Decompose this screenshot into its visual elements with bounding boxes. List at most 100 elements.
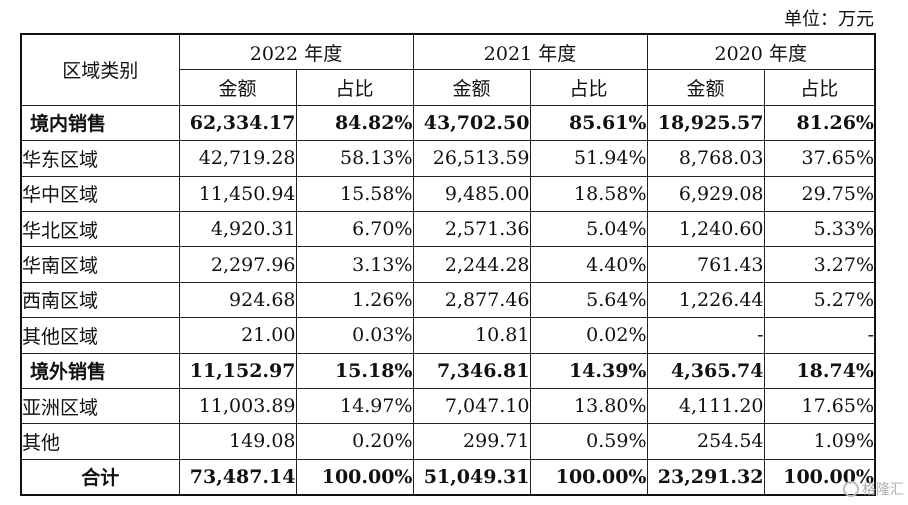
amount-cell: 26,513.59 <box>412 140 531 177</box>
share-cell: 6.70% <box>295 210 414 248</box>
amount-cell: 2,877.46 <box>412 281 531 319</box>
region-name-cell: 亚洲区域 <box>20 387 180 425</box>
share-cell: 3.27% <box>763 246 876 283</box>
table-row: 华南区域 2,297.96 3.13% 2,244.28 4.40% 761.43 3.27… <box>20 246 876 283</box>
table-row: 境外销售 11,152.97 15.18% 7,346.81 14.39% 4,365.7… <box>20 352 876 389</box>
table-row: 华中区域 11,450.94 15.58% 9,485.00 18.58% 6,929.0… <box>20 175 876 212</box>
unit-label: 单位：万元 <box>784 9 874 30</box>
table-row: 西南区域 924.68 1.26% 2,877.46 5.64% 1,226.44 5.27… <box>20 281 876 319</box>
region-name-cell: 合计 <box>20 458 180 496</box>
share-cell: 5.27% <box>763 281 876 319</box>
amount-cell: 149.08 <box>178 423 297 460</box>
share-cell: 0.20% <box>295 423 414 460</box>
amount-cell: 73,487.14 <box>178 458 297 496</box>
share-cell: 1.26% <box>295 281 414 319</box>
region-name-cell: 华东区域 <box>20 140 180 177</box>
amount-cell: 299.71 <box>412 423 531 460</box>
share-cell: 0.03% <box>295 317 414 354</box>
region-name-cell: 境内销售 <box>20 104 180 142</box>
amount-cell: 11,450.94 <box>178 175 297 212</box>
share-cell: 5.33% <box>763 210 876 248</box>
share-cell: 17.65% <box>763 387 876 425</box>
table-row: 合计 73,487.14 100.00% 51,049.31 100.00% 23,291… <box>20 458 876 496</box>
header-amount: 金额 <box>178 69 297 106</box>
header-share: 占比 <box>295 69 414 106</box>
region-name-cell: 华中区域 <box>20 175 180 212</box>
amount-cell: 7,346.81 <box>412 352 531 389</box>
share-cell: 5.04% <box>529 210 648 248</box>
share-cell: 81.26% <box>763 104 876 142</box>
share-cell: 18.58% <box>529 175 648 212</box>
header-amount: 金额 <box>412 69 531 106</box>
amount-cell: 4,920.31 <box>178 210 297 248</box>
header-amount: 金额 <box>646 69 765 106</box>
region-name-cell: 其他区域 <box>20 317 180 354</box>
header-share: 占比 <box>763 69 876 106</box>
share-cell: 84.82% <box>295 104 414 142</box>
region-name-cell: 华北区域 <box>20 210 180 248</box>
amount-cell: 761.43 <box>646 246 765 283</box>
amount-cell: 42,719.28 <box>178 140 297 177</box>
watermark-text: 格隆汇 <box>862 482 904 498</box>
share-cell: 0.59% <box>529 423 648 460</box>
share-cell: 13.80% <box>529 387 648 425</box>
share-cell: 1.09% <box>763 423 876 460</box>
amount-cell: 6,929.08 <box>646 175 765 212</box>
share-cell: 4.40% <box>529 246 648 283</box>
share-cell: 14.97% <box>295 387 414 425</box>
amount-cell: - <box>646 317 765 354</box>
table-row: 其他区域 21.00 0.03% 10.81 0.02% - - <box>20 317 876 354</box>
share-cell: 14.39% <box>529 352 648 389</box>
amount-cell: 21.00 <box>178 317 297 354</box>
share-cell: 29.75% <box>763 175 876 212</box>
amount-cell: 2,297.96 <box>178 246 297 283</box>
header-year-2021: 2021 年度 <box>412 33 648 71</box>
amount-cell: 924.68 <box>178 281 297 319</box>
amount-cell: 2,571.36 <box>412 210 531 248</box>
header-region: 区域类别 <box>20 33 180 106</box>
table-row: 境内销售 62,334.17 84.82% 43,702.50 85.61% 18,925… <box>20 104 876 142</box>
share-cell: - <box>763 317 876 354</box>
header-share: 占比 <box>529 69 648 106</box>
share-cell: 58.13% <box>295 140 414 177</box>
share-cell: 15.58% <box>295 175 414 212</box>
share-cell: 3.13% <box>295 246 414 283</box>
region-name-cell: 西南区域 <box>20 281 180 319</box>
amount-cell: 10.81 <box>412 317 531 354</box>
amount-cell: 51,049.31 <box>412 458 531 496</box>
regional-sales-table: 区域类别 2022 年度 2021 年度 2020 年度 金额 占比 金额 占比… <box>20 33 876 497</box>
share-cell: 100.00% <box>529 458 648 496</box>
amount-cell: 23,291.32 <box>646 458 765 496</box>
share-cell: 100.00% <box>295 458 414 496</box>
amount-cell: 11,003.89 <box>178 387 297 425</box>
amount-cell: 4,111.20 <box>646 387 765 425</box>
amount-cell: 2,244.28 <box>412 246 531 283</box>
amount-cell: 9,485.00 <box>412 175 531 212</box>
amount-cell: 43,702.50 <box>412 104 531 142</box>
amount-cell: 18,925.57 <box>646 104 765 142</box>
share-cell: 15.18% <box>295 352 414 389</box>
share-cell: 0.02% <box>529 317 648 354</box>
amount-cell: 1,240.60 <box>646 210 765 248</box>
header-year-2020: 2020 年度 <box>646 33 876 71</box>
table-row: 华东区域 42,719.28 58.13% 26,513.59 51.94% 8,768.… <box>20 140 876 177</box>
watermark: 格隆汇 <box>843 479 904 499</box>
share-cell: 5.64% <box>529 281 648 319</box>
amount-cell: 7,047.10 <box>412 387 531 425</box>
amount-cell: 8,768.03 <box>646 140 765 177</box>
region-name-cell: 华南区域 <box>20 246 180 283</box>
table-row: 亚洲区域 11,003.89 14.97% 7,047.10 13.80% 4,111.2… <box>20 387 876 425</box>
amount-cell: 4,365.74 <box>646 352 765 389</box>
share-cell: 18.74% <box>763 352 876 389</box>
region-name-cell: 境外销售 <box>20 352 180 389</box>
amount-cell: 254.54 <box>646 423 765 460</box>
table-row: 华北区域 4,920.31 6.70% 2,571.36 5.04% 1,240.60 5.… <box>20 210 876 248</box>
share-cell: 37.65% <box>763 140 876 177</box>
share-cell: 51.94% <box>529 140 648 177</box>
header-year-2022: 2022 年度 <box>178 33 414 71</box>
region-name-cell: 其他 <box>20 423 180 460</box>
amount-cell: 62,334.17 <box>178 104 297 142</box>
amount-cell: 11,152.97 <box>178 352 297 389</box>
share-cell: 85.61% <box>529 104 648 142</box>
table-row: 其他 149.08 0.20% 299.71 0.59% 254.54 1.09% <box>20 423 876 460</box>
